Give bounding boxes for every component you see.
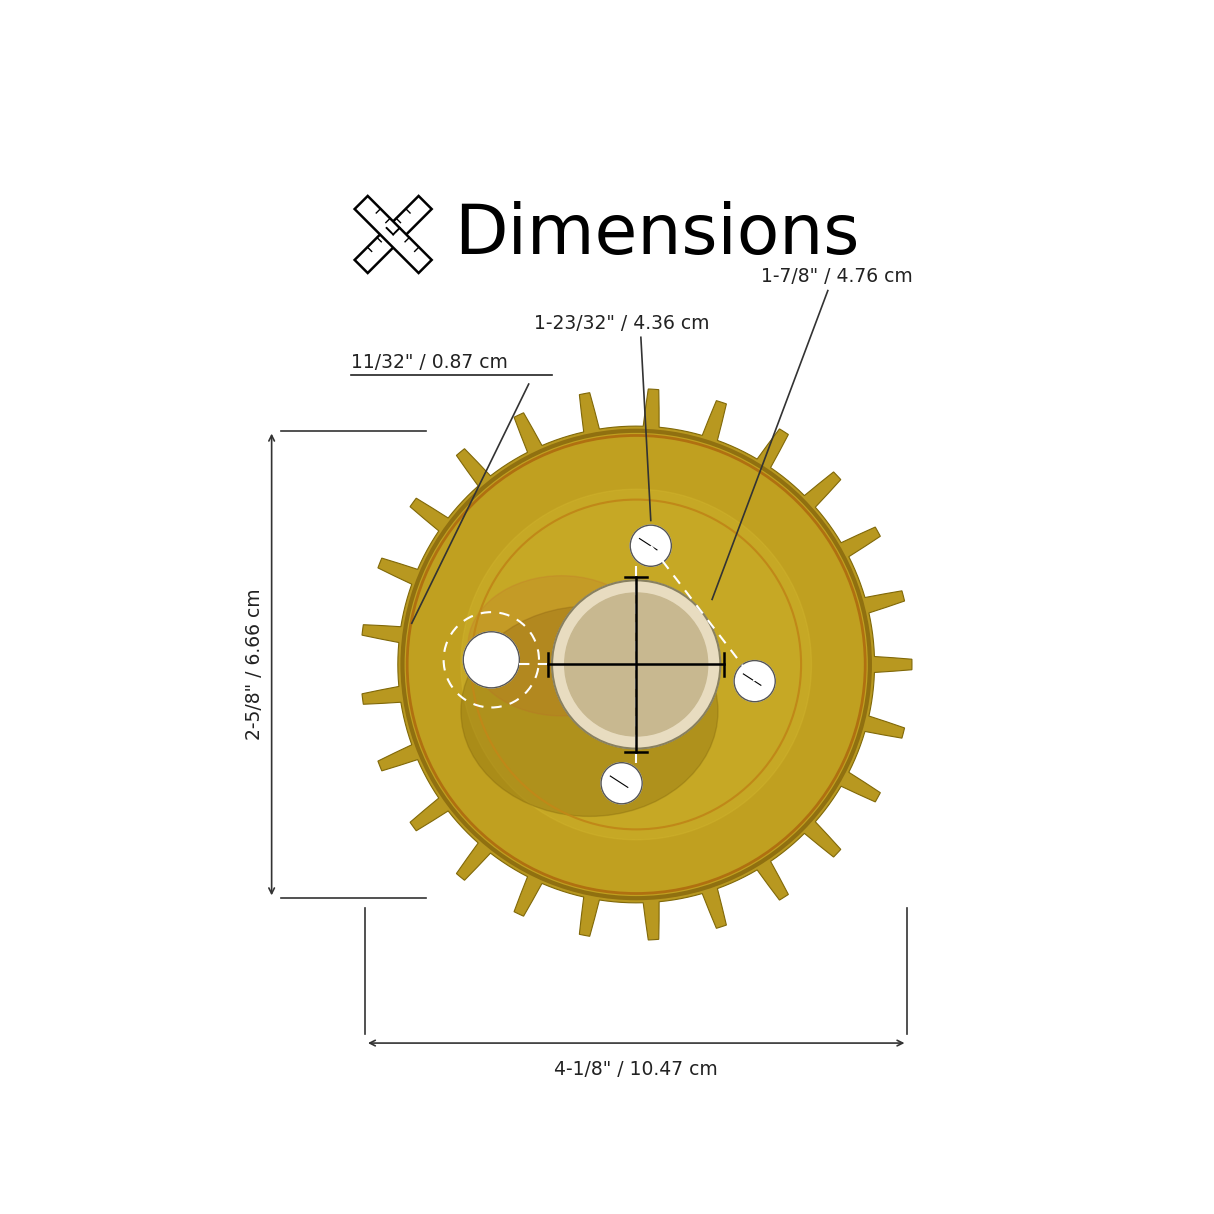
Ellipse shape (461, 606, 717, 816)
Polygon shape (354, 195, 432, 273)
Ellipse shape (467, 575, 654, 716)
Circle shape (630, 526, 671, 566)
Circle shape (601, 762, 642, 804)
Text: 2-5/8" / 6.66 cm: 2-5/8" / 6.66 cm (245, 589, 265, 741)
Circle shape (565, 592, 708, 736)
Circle shape (734, 660, 776, 702)
Circle shape (461, 489, 811, 840)
Text: 1-23/32" / 4.36 cm: 1-23/32" / 4.36 cm (534, 313, 710, 333)
Circle shape (552, 580, 720, 749)
Text: 1-7/8" / 4.76 cm: 1-7/8" / 4.76 cm (761, 267, 913, 285)
Text: Dimensions: Dimensions (454, 202, 860, 268)
Polygon shape (354, 195, 432, 273)
Text: 11/32" / 0.87 cm: 11/32" / 0.87 cm (351, 353, 507, 371)
Circle shape (403, 431, 870, 898)
Text: 4-1/8" / 10.47 cm: 4-1/8" / 10.47 cm (555, 1060, 717, 1079)
Circle shape (464, 631, 520, 688)
Polygon shape (362, 388, 912, 940)
